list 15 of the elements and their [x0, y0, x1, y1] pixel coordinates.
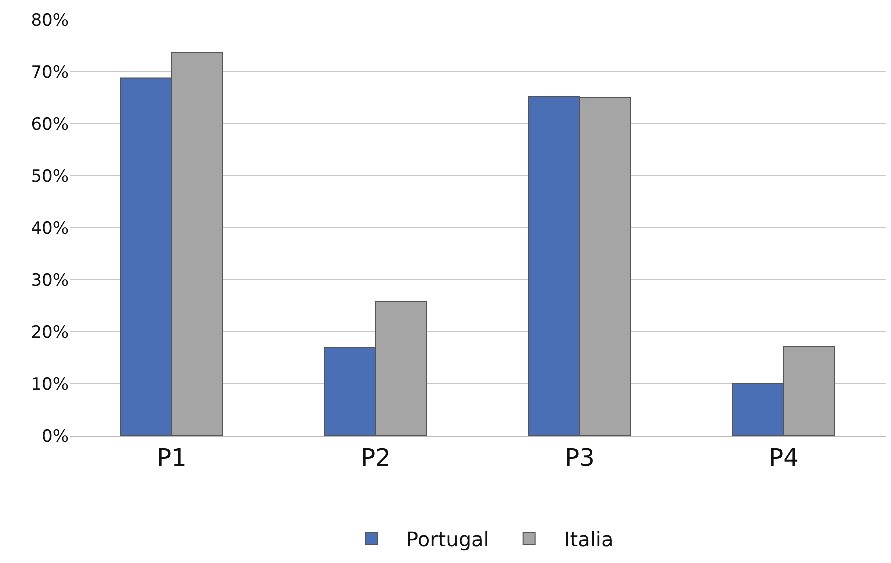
y-tick-label: 60% [31, 114, 69, 135]
x-tick-label: P2 [361, 444, 391, 472]
y-tick-label: 20% [31, 322, 69, 343]
y-tick-label: 70% [31, 62, 69, 83]
legend-label: Portugal [406, 528, 490, 552]
x-tick-label: P1 [157, 444, 187, 472]
y-tick-label: 40% [31, 218, 69, 239]
y-tick-label: 50% [31, 166, 69, 187]
legend-label: Italia [564, 528, 614, 552]
y-tick-label: 80% [31, 10, 69, 31]
y-tick-label: 0% [42, 426, 69, 447]
y-tick-label: 10% [31, 374, 69, 395]
x-tick-label: P3 [565, 444, 595, 472]
x-tick-label: P4 [769, 444, 799, 472]
y-tick-label: 30% [31, 270, 69, 291]
